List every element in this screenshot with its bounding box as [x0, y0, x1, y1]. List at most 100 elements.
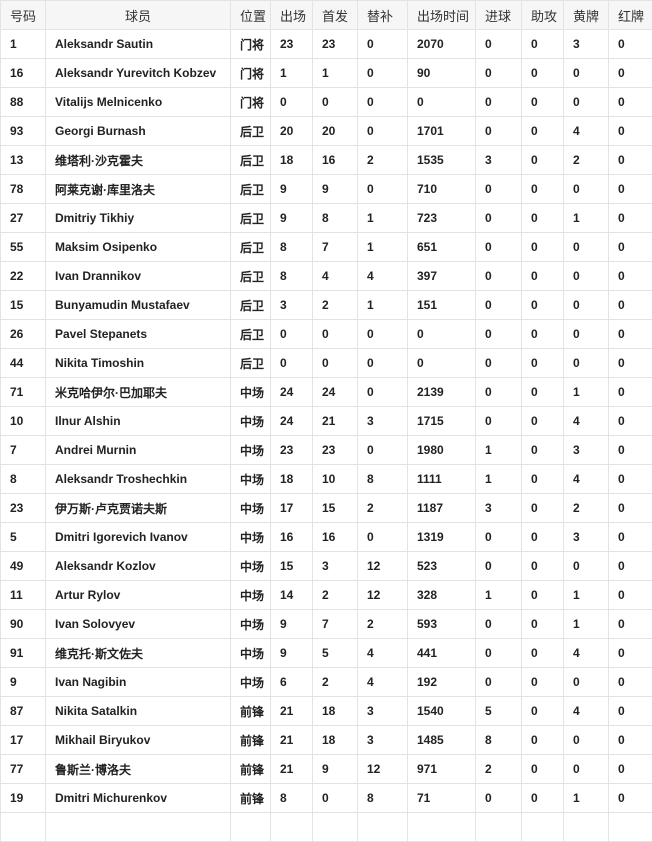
cell-player[interactable]: 维克托·斯文佐夫 — [46, 639, 231, 668]
cell-subs: 2 — [358, 146, 408, 175]
cell-player[interactable]: Artur Rylov — [46, 581, 231, 610]
cell-red-cards: 0 — [609, 639, 652, 668]
cell-starts: 0 — [313, 349, 358, 378]
cell-subs: 4 — [358, 639, 408, 668]
cell-player[interactable]: Ivan Solovyev — [46, 610, 231, 639]
cell-player[interactable]: Mikhail Biryukov — [46, 726, 231, 755]
cell-red-cards: 0 — [609, 755, 652, 784]
cell-yellow-cards: 0 — [564, 552, 609, 581]
cell-minutes: 1319 — [408, 523, 476, 552]
cell-starts: 18 — [313, 726, 358, 755]
cell-yellow-cards: 1 — [564, 581, 609, 610]
cell-player[interactable]: Dmitriy Tikhiy — [46, 204, 231, 233]
cell-appearances: 3 — [271, 291, 313, 320]
cell-red-cards: 0 — [609, 726, 652, 755]
cell-player[interactable]: Aleksandr Troshechkin — [46, 465, 231, 494]
cell-subs: 4 — [358, 262, 408, 291]
cell-position: 后卫 — [231, 233, 271, 262]
cell-yellow-cards: 2 — [564, 494, 609, 523]
cell-red-cards: 0 — [609, 378, 652, 407]
cell-yellow-cards: 4 — [564, 465, 609, 494]
cell-player[interactable]: Georgi Burnash — [46, 117, 231, 146]
cell-player[interactable]: Aleksandr Yurevitch Kobzev — [46, 59, 231, 88]
cell-player[interactable]: Dmitri Igorevich Ivanov — [46, 523, 231, 552]
cell-player[interactable]: Ivan Drannikov — [46, 262, 231, 291]
header-assists[interactable]: 助攻 — [522, 1, 564, 30]
cell-goals: 8 — [476, 726, 522, 755]
cell-goals: 0 — [476, 175, 522, 204]
cell-appearances: 0 — [271, 88, 313, 117]
cell-empty — [609, 813, 652, 842]
cell-red-cards: 0 — [609, 668, 652, 697]
table-header: 号码球员位置出场首发替补出场时间进球助攻黄牌红牌 — [1, 1, 652, 30]
cell-appearances: 8 — [271, 262, 313, 291]
cell-position: 中场 — [231, 523, 271, 552]
cell-number: 27 — [1, 204, 46, 233]
cell-number: 87 — [1, 697, 46, 726]
header-red-cards[interactable]: 红牌 — [609, 1, 652, 30]
cell-player[interactable]: Dmitri Michurenkov — [46, 784, 231, 813]
header-position[interactable]: 位置 — [231, 1, 271, 30]
cell-assists: 0 — [522, 784, 564, 813]
cell-player[interactable]: Vitalijs Melnicenko — [46, 88, 231, 117]
header-player[interactable]: 球员 — [46, 1, 231, 30]
cell-red-cards: 0 — [609, 784, 652, 813]
cell-appearances: 6 — [271, 668, 313, 697]
cell-goals: 1 — [476, 581, 522, 610]
cell-appearances: 18 — [271, 465, 313, 494]
cell-player[interactable]: Aleksandr Sautin — [46, 30, 231, 59]
cell-red-cards: 0 — [609, 465, 652, 494]
cell-player[interactable]: Andrei Murnin — [46, 436, 231, 465]
cell-player[interactable]: Pavel Stepanets — [46, 320, 231, 349]
header-goals[interactable]: 进球 — [476, 1, 522, 30]
cell-position: 门将 — [231, 88, 271, 117]
cell-position: 前锋 — [231, 784, 271, 813]
header-number[interactable]: 号码 — [1, 1, 46, 30]
cell-position: 前锋 — [231, 755, 271, 784]
cell-number: 55 — [1, 233, 46, 262]
cell-number: 44 — [1, 349, 46, 378]
cell-number: 9 — [1, 668, 46, 697]
cell-goals: 0 — [476, 610, 522, 639]
cell-assists: 0 — [522, 291, 564, 320]
cell-player[interactable]: Nikita Satalkin — [46, 697, 231, 726]
cell-player[interactable]: Ivan Nagibin — [46, 668, 231, 697]
cell-goals: 0 — [476, 59, 522, 88]
header-yellow-cards[interactable]: 黄牌 — [564, 1, 609, 30]
cell-position: 中场 — [231, 552, 271, 581]
cell-assists: 0 — [522, 668, 564, 697]
cell-assists: 0 — [522, 175, 564, 204]
cell-player[interactable]: Bunyamudin Mustafaev — [46, 291, 231, 320]
cell-player[interactable]: Aleksandr Kozlov — [46, 552, 231, 581]
cell-number: 77 — [1, 755, 46, 784]
cell-number: 1 — [1, 30, 46, 59]
cell-player[interactable]: 维塔利·沙克霍夫 — [46, 146, 231, 175]
cell-position: 后卫 — [231, 175, 271, 204]
cell-assists: 0 — [522, 581, 564, 610]
cell-red-cards: 0 — [609, 291, 652, 320]
cell-player[interactable]: 伊万斯·卢克贾诺夫斯 — [46, 494, 231, 523]
header-subs[interactable]: 替补 — [358, 1, 408, 30]
cell-assists: 0 — [522, 262, 564, 291]
cell-red-cards: 0 — [609, 320, 652, 349]
header-starts[interactable]: 首发 — [313, 1, 358, 30]
header-minutes[interactable]: 出场时间 — [408, 1, 476, 30]
cell-assists: 0 — [522, 233, 564, 262]
cell-player[interactable]: 鲁斯兰·博洛夫 — [46, 755, 231, 784]
cell-appearances: 24 — [271, 378, 313, 407]
header-appearances[interactable]: 出场 — [271, 1, 313, 30]
cell-player[interactable]: 阿莱克谢·库里洛夫 — [46, 175, 231, 204]
cell-player[interactable]: Nikita Timoshin — [46, 349, 231, 378]
cell-player[interactable]: 米克哈伊尔·巴加耶夫 — [46, 378, 231, 407]
cell-goals: 0 — [476, 30, 522, 59]
cell-subs: 12 — [358, 755, 408, 784]
cell-player[interactable]: Maksim Osipenko — [46, 233, 231, 262]
cell-player[interactable]: Ilnur Alshin — [46, 407, 231, 436]
cell-number: 49 — [1, 552, 46, 581]
